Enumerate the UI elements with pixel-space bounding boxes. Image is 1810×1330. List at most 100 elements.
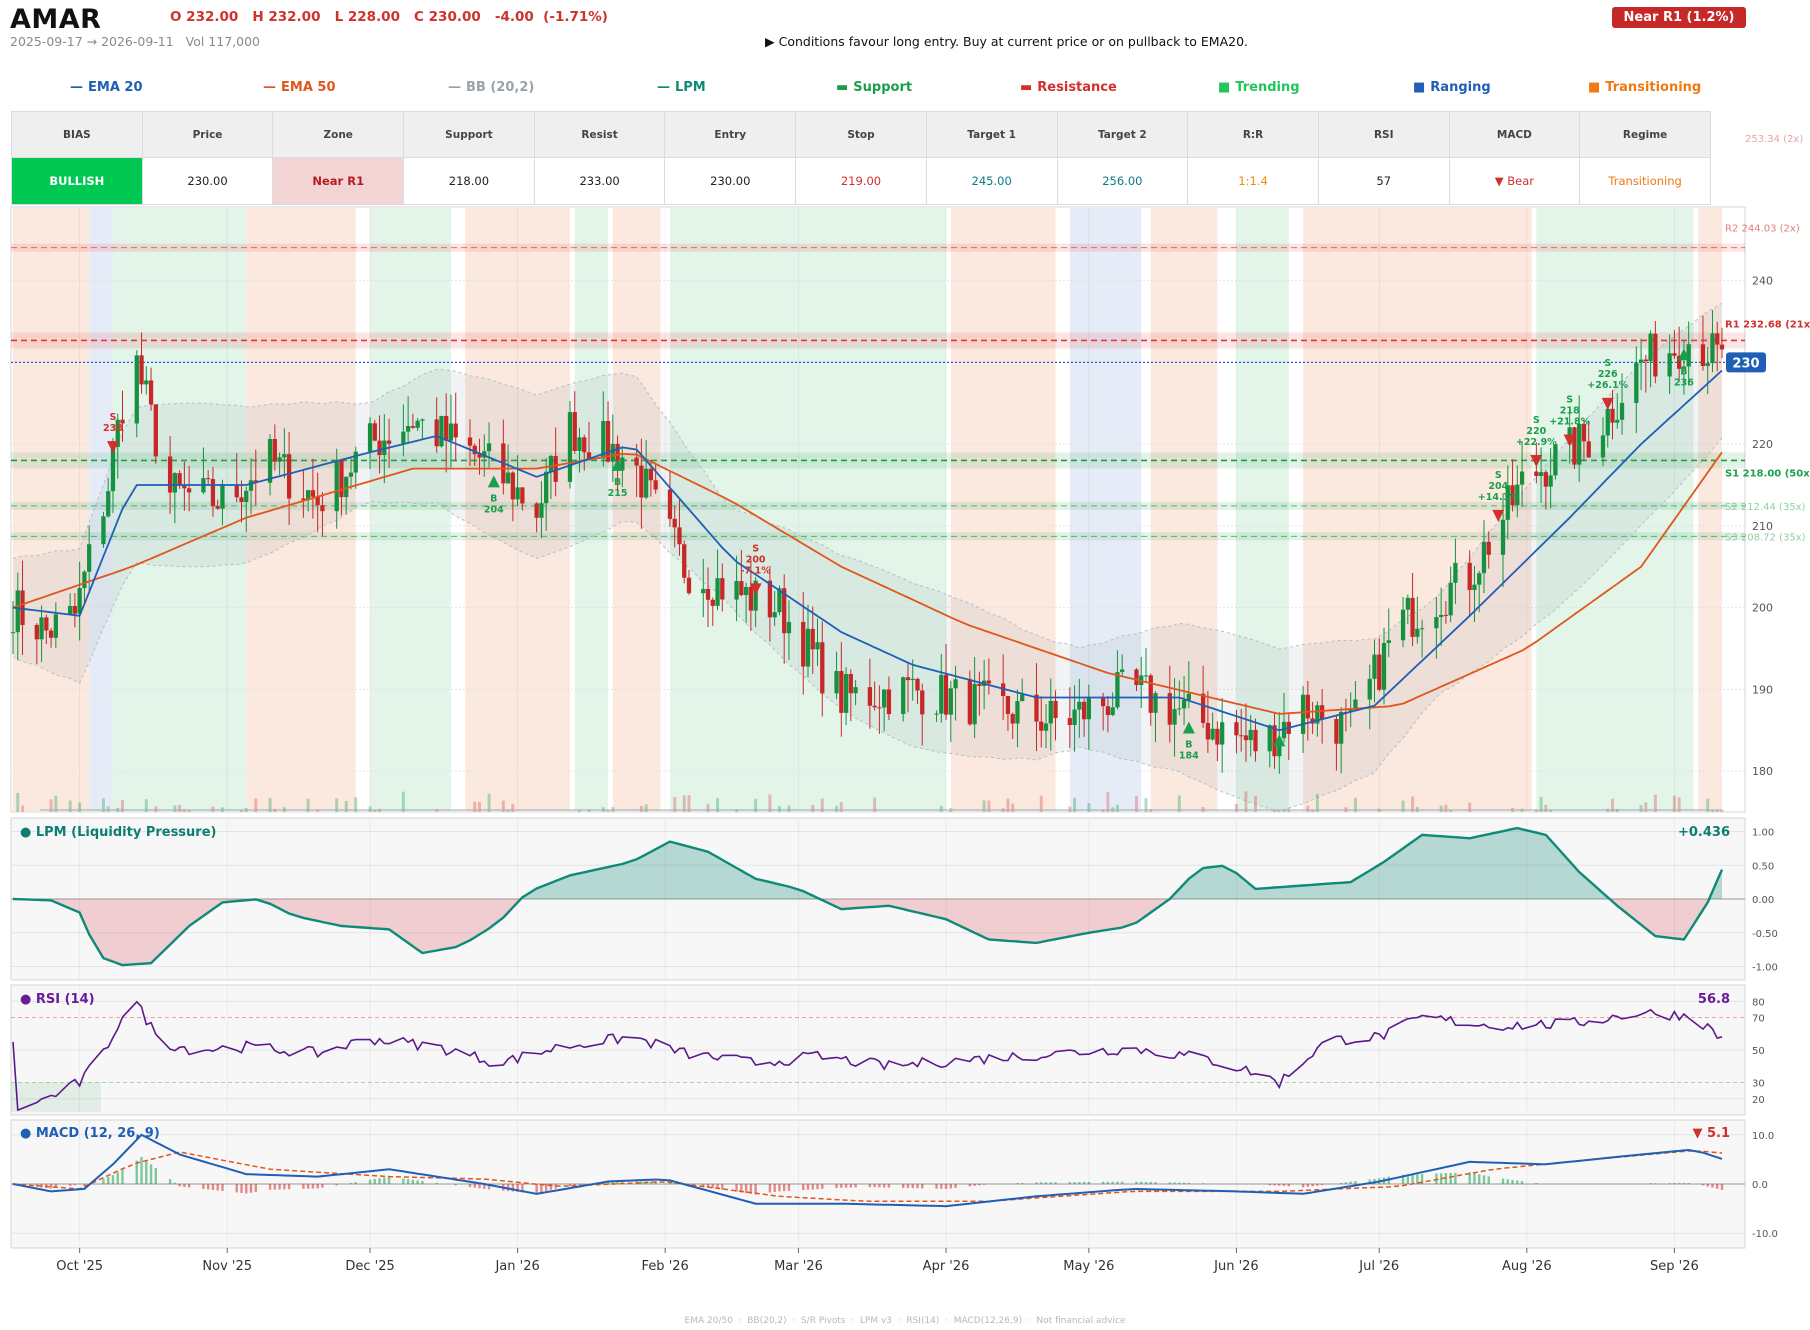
legend-label: EMA 20 bbox=[88, 80, 143, 95]
macd-histogram-bar bbox=[1654, 1183, 1657, 1184]
signal-label: 215 bbox=[608, 488, 628, 499]
volume-bar bbox=[1134, 795, 1138, 812]
signal-label: +26.1% bbox=[1587, 380, 1628, 391]
level-label: S1 218.00 (50x) bbox=[1725, 468, 1810, 479]
macd-histogram-bar bbox=[278, 1184, 281, 1190]
macd-histogram-bar bbox=[711, 1184, 714, 1189]
candle-body bbox=[634, 457, 639, 466]
candle-body bbox=[1067, 718, 1072, 725]
candle-body bbox=[1281, 721, 1287, 739]
macd-histogram-bar bbox=[1506, 1179, 1509, 1184]
candle-body bbox=[1615, 419, 1620, 423]
candle-body bbox=[1705, 363, 1710, 367]
legend-resistance[interactable]: ▬ Resistance bbox=[1020, 80, 1117, 95]
legend-ema20[interactable]: — EMA 20 bbox=[70, 80, 143, 95]
candle-body bbox=[134, 355, 139, 424]
candle-body bbox=[686, 577, 692, 594]
candle-body bbox=[286, 454, 292, 499]
candle-body bbox=[648, 468, 654, 481]
macd-histogram-bar bbox=[1482, 1175, 1486, 1184]
volume-bar bbox=[735, 809, 739, 812]
volume-bar bbox=[1144, 798, 1148, 812]
candle-body bbox=[515, 487, 520, 500]
candle-body bbox=[1477, 573, 1482, 585]
x-tick-label: Aug '26 bbox=[1502, 1259, 1552, 1274]
volume-bar bbox=[716, 798, 720, 812]
candle-body bbox=[144, 380, 149, 385]
candle-body bbox=[1005, 695, 1011, 715]
candle-body bbox=[753, 580, 758, 611]
candle-body bbox=[1253, 729, 1258, 752]
legend-bollinger[interactable]: — BB (20,2) bbox=[448, 80, 534, 95]
candle-body bbox=[682, 544, 687, 578]
legend-ema50[interactable]: — EMA 50 bbox=[263, 80, 336, 95]
candle-body bbox=[10, 632, 16, 634]
volume-bar bbox=[154, 806, 158, 812]
legend-marker: — bbox=[263, 80, 276, 95]
candle-body bbox=[453, 423, 458, 438]
candle-body bbox=[1605, 408, 1610, 436]
macd-histogram-bar bbox=[921, 1184, 924, 1189]
volume-bar bbox=[21, 805, 25, 812]
signal-label: +22.9% bbox=[1516, 437, 1557, 448]
volume-bar bbox=[987, 800, 991, 812]
candle-body bbox=[348, 472, 354, 477]
candle-body bbox=[82, 571, 87, 589]
candle-body bbox=[572, 412, 577, 451]
macd-cell: ▼ Bear bbox=[1448, 157, 1581, 205]
candle-body bbox=[520, 487, 525, 504]
volume-bar bbox=[811, 804, 815, 812]
candle-body bbox=[1200, 693, 1206, 723]
legend-transitioning[interactable]: ■ Transitioning bbox=[1588, 80, 1701, 95]
candle-body bbox=[1100, 697, 1106, 707]
candle-body bbox=[1115, 672, 1120, 708]
signal-label: -7.1% bbox=[740, 565, 771, 576]
y-tick-label: 210 bbox=[1752, 520, 1773, 533]
candle-body bbox=[1577, 423, 1582, 465]
candle-body bbox=[1581, 423, 1587, 442]
macd-histogram-bar bbox=[102, 1178, 105, 1184]
volume-bar bbox=[1710, 809, 1714, 812]
candle-body bbox=[1438, 614, 1444, 618]
volume-bar bbox=[754, 798, 758, 812]
macd-histogram-bar bbox=[454, 1184, 457, 1186]
candle-body bbox=[1667, 353, 1672, 377]
level-zone bbox=[11, 532, 1745, 541]
candle-body bbox=[1586, 441, 1591, 458]
legend-label: Resistance bbox=[1037, 80, 1117, 95]
candle-body bbox=[810, 628, 815, 650]
legend-support[interactable]: ▬ Support bbox=[836, 80, 912, 95]
candle-body bbox=[1505, 485, 1510, 520]
macd-histogram-bar bbox=[1073, 1182, 1076, 1184]
macd-histogram-bar bbox=[1401, 1174, 1405, 1184]
candle-body bbox=[1610, 408, 1615, 423]
macd-histogram-bar bbox=[368, 1179, 372, 1184]
candle-body bbox=[567, 412, 573, 482]
macd-histogram-bar bbox=[621, 1181, 624, 1184]
macd-histogram-bar bbox=[1520, 1181, 1524, 1184]
candlesticks bbox=[10, 310, 1725, 774]
legend-lpm[interactable]: — LPM bbox=[657, 80, 706, 95]
legend-trending[interactable]: ■ Trending bbox=[1218, 80, 1300, 95]
macd-histogram-bar bbox=[1106, 1181, 1110, 1184]
volume-bar bbox=[1101, 809, 1105, 812]
macd-histogram-bar bbox=[1144, 1181, 1148, 1184]
volume-bar bbox=[173, 805, 177, 812]
legend-ranging[interactable]: ■ Ranging bbox=[1413, 80, 1491, 95]
macd-histogram-bar bbox=[840, 1184, 843, 1188]
candle-body bbox=[967, 679, 972, 725]
candle-body bbox=[934, 713, 939, 715]
regime-band-ranging bbox=[89, 208, 113, 811]
trade-advice: ▶ Conditions favour long entry. Buy at c… bbox=[765, 34, 1249, 49]
x-tick-label: Jun '26 bbox=[1213, 1259, 1259, 1274]
candle-body bbox=[1220, 722, 1225, 745]
candle-body bbox=[39, 617, 44, 640]
candle-body bbox=[244, 490, 249, 503]
lpm-tick-label: -0.50 bbox=[1752, 929, 1778, 940]
volume-bar bbox=[101, 798, 105, 812]
volume-bar bbox=[182, 809, 186, 812]
volume-bar bbox=[487, 793, 491, 812]
risk-reward-cell: 1:1.4 bbox=[1187, 157, 1319, 205]
level-zone bbox=[11, 243, 1745, 252]
legend-marker: — bbox=[448, 80, 461, 95]
